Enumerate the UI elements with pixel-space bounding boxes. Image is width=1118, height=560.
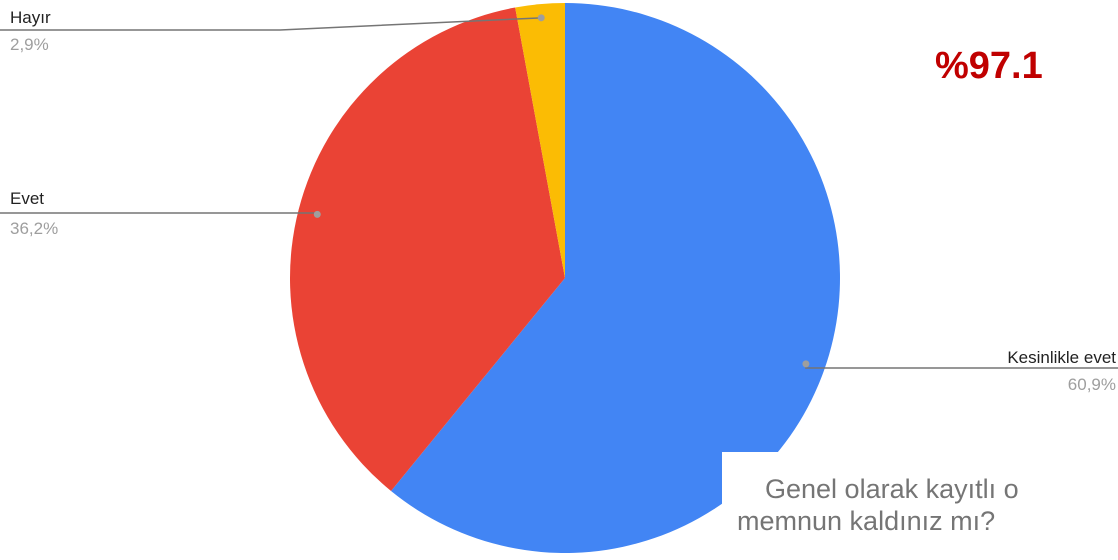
pie <box>289 3 840 553</box>
leader-dot <box>313 210 321 218</box>
chart-title: Genel olarak kayıtlı o <box>765 474 1019 504</box>
pie-slice <box>515 3 565 278</box>
leader-dot <box>537 14 545 22</box>
annotation: %97.1 <box>935 45 1043 87</box>
pie-slice <box>391 3 840 553</box>
title-box <box>722 452 1118 560</box>
pie-slice <box>289 7 565 491</box>
slice-value-label: 36,2% <box>10 219 58 238</box>
slice-value-label: 60,9% <box>1068 375 1116 394</box>
chart-title: memnun kaldınız mı? <box>737 506 995 536</box>
leader-dot <box>802 360 810 368</box>
slice-value-label: 2,9% <box>10 35 49 54</box>
leader-line <box>0 17 542 31</box>
slice-label: Kesinlikle evet <box>1007 348 1116 367</box>
slice-label: Evet <box>10 189 44 208</box>
leader-line <box>0 212 319 215</box>
slice-label: Hayır <box>10 8 51 27</box>
